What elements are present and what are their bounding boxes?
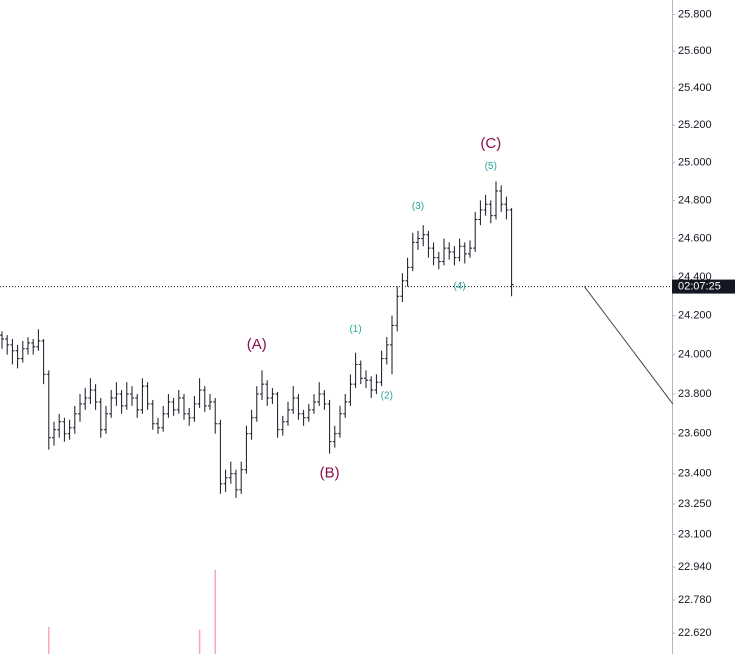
projection-line [584,286,674,405]
y-tick-label: 25.800 [678,8,712,20]
volume-bar [48,626,50,654]
countdown-box [672,279,735,294]
y-tick-label: 23.600 [678,428,712,440]
wave-label: (A) [247,336,267,353]
y-tick-label: 24.000 [678,349,712,361]
wave-label: (2) [381,391,393,402]
y-tick-label: 23.100 [678,528,712,540]
wave-label: (5) [485,161,497,172]
y-tick-label: 23.800 [678,388,712,400]
y-tick-label: 25.400 [678,82,712,94]
y-tick-label: 25.200 [678,119,712,131]
wave-label: (1) [349,324,361,335]
y-tick-label: 25.000 [678,157,712,169]
y-tick-label: 25.600 [678,45,712,57]
wave-label: (3) [412,201,424,212]
y-tick-label: 22.940 [678,561,712,573]
volume-bar [214,569,216,654]
volume-bar [198,629,201,654]
countdown-label: 02:07:25 [678,280,721,292]
y-tick-label: 22.780 [678,594,712,606]
wave-label: (C) [480,135,501,152]
y-tick-label: 22.620 [678,627,712,639]
y-tick-label: 24.600 [678,232,712,244]
wave-label: (B) [320,465,340,482]
y-tick-label: 23.400 [678,468,712,480]
y-tick-label: 24.800 [678,194,712,206]
y-tick-label: 24.200 [678,310,712,322]
y-tick-label: 23.250 [678,498,712,510]
